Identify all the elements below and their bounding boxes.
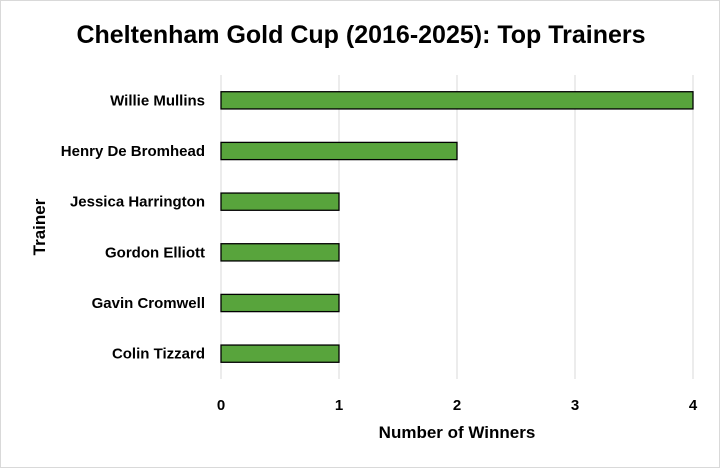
bars <box>220 91 694 363</box>
bar <box>220 243 340 262</box>
x-tick-label: 4 <box>689 397 698 414</box>
bar <box>220 344 340 363</box>
x-tick-label: 3 <box>571 397 579 414</box>
bar <box>220 141 458 161</box>
gridlines <box>220 75 694 379</box>
x-tick-label: 0 <box>217 397 225 414</box>
category-label: Jessica Harrington <box>70 194 205 211</box>
x-tick-label: 2 <box>453 397 461 414</box>
y-axis-title: Trainer <box>30 198 49 255</box>
x-axis-title: Number of Winners <box>379 423 536 442</box>
bar <box>220 293 340 313</box>
category-label: Gordon Elliott <box>105 244 205 261</box>
category-label: Willie Mullins <box>110 92 205 109</box>
category-label: Henry De Bromhead <box>61 143 205 160</box>
category-labels: Willie Mullins Henry De Bromhead Jessica H… <box>61 92 205 362</box>
x-tick-labels: 0 1 2 3 4 <box>217 397 698 414</box>
chart-title: Cheltenham Gold Cup (2016-2025): Top Tra… <box>76 21 645 49</box>
category-label: Colin Tizzard <box>112 346 205 363</box>
bar <box>220 91 694 110</box>
x-tick-label: 1 <box>335 397 343 414</box>
category-label: Gavin Cromwell <box>92 295 205 312</box>
bar <box>220 192 340 211</box>
